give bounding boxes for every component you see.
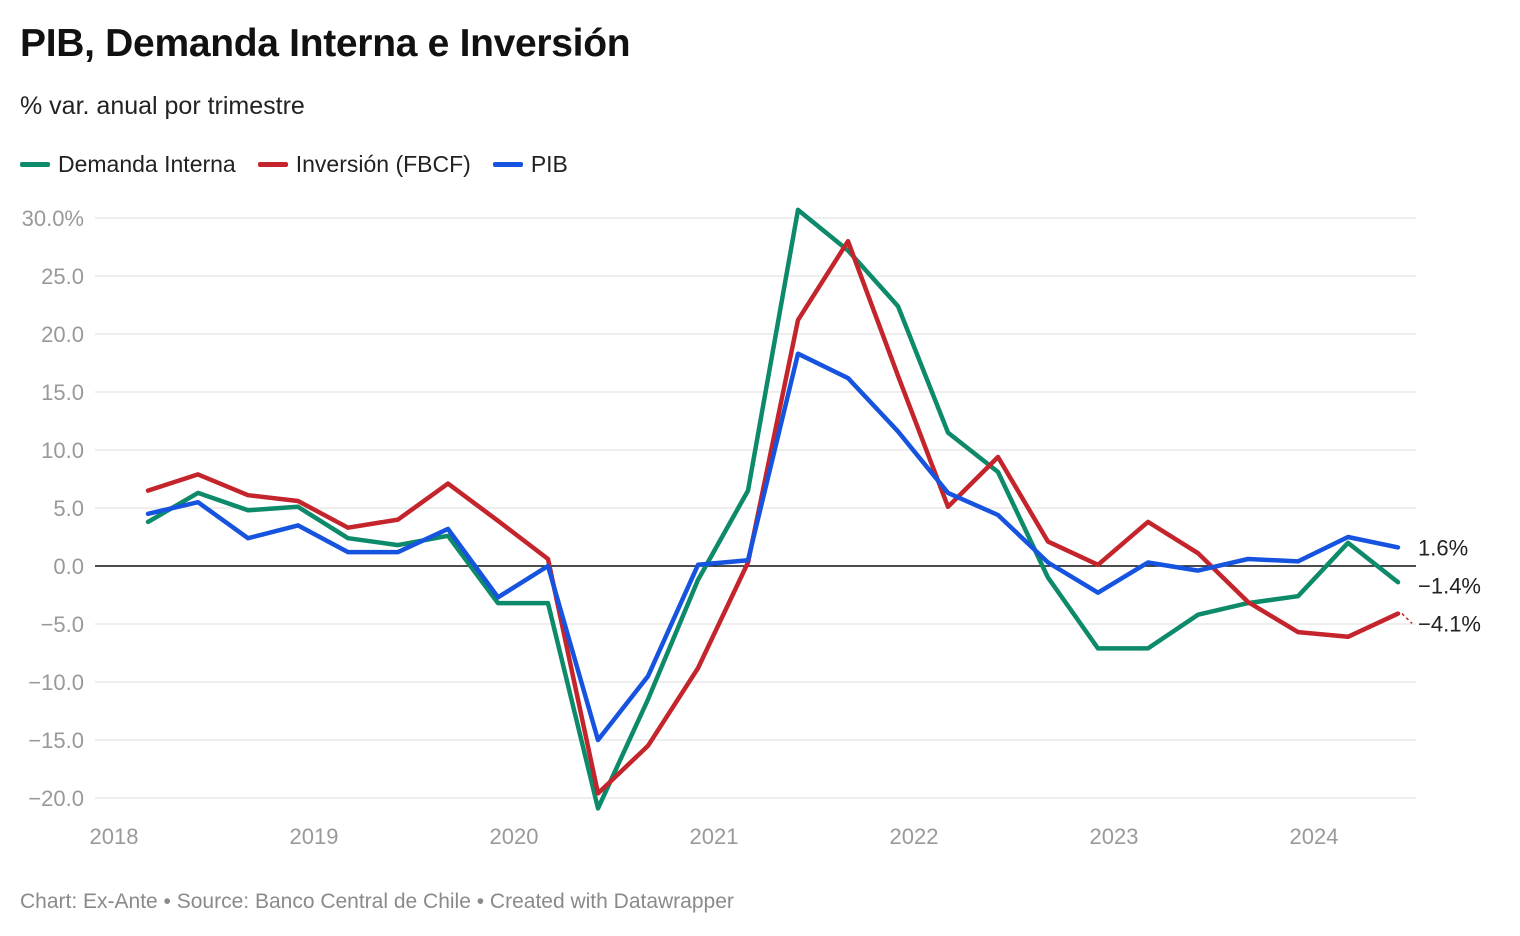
y-tick-label: 0.0	[53, 554, 84, 579]
x-tick-label: 2018	[90, 824, 139, 849]
end-label-demanda-interna: −1.4%	[1418, 573, 1481, 598]
end-label-inversion-fbcf: −4.1%	[1418, 611, 1481, 636]
y-tick-label: 10.0	[41, 438, 84, 463]
chart-subtitle: % var. anual por trimestre	[20, 92, 305, 120]
y-tick-label: −5.0	[41, 612, 84, 637]
legend-item-inversion[interactable]: Inversión (FBCF)	[257, 151, 471, 178]
legend-label-demanda-interna: Demanda Interna	[58, 151, 236, 177]
x-tick-label: 2022	[890, 824, 939, 849]
label-layer: 1.6% −1.4% −4.1%	[1401, 535, 1481, 636]
x-tick-label: 2021	[690, 824, 739, 849]
y-tick-label: −15.0	[28, 728, 84, 753]
legend-swatch-pib	[492, 162, 523, 167]
axis-layer: 30.0% 25.0 20.0 15.0 10.0 5.0 0.0 −5.0 −10.0 −15.…	[22, 206, 1339, 849]
chart-title: PIB, Demanda Interna e Inversión	[20, 22, 631, 65]
x-tick-label: 2020	[490, 824, 539, 849]
x-tick-label: 2023	[1090, 824, 1139, 849]
series-line-demanda-interna[interactable]	[145, 207, 1401, 811]
grid-layer	[95, 217, 1416, 799]
end-label-pib: 1.6%	[1418, 535, 1468, 560]
y-tick-label: 20.0	[41, 322, 84, 347]
chart-footer-credit: Chart: Ex-Ante • Source: Banco Central d…	[20, 890, 734, 913]
legend-swatch-inversion	[257, 162, 288, 167]
series-line-inversion-fbcf[interactable]	[145, 238, 1401, 796]
y-tick-label: 25.0	[41, 264, 84, 289]
legend-label-pib: PIB	[530, 151, 568, 177]
end-label-connector	[1401, 613, 1413, 624]
y-tick-label: 5.0	[53, 496, 84, 521]
y-tick-label: 30.0%	[22, 206, 84, 231]
legend: Demanda Interna Inversión (FBCF) PIB	[20, 151, 590, 178]
legend-swatch-demanda-interna	[20, 162, 50, 167]
y-tick-label: 15.0	[41, 380, 84, 405]
legend-item-pib[interactable]: PIB	[492, 151, 568, 178]
x-tick-label: 2019	[290, 824, 339, 849]
series-line-pib[interactable]	[145, 351, 1401, 743]
legend-label-inversion: Inversión (FBCF)	[295, 151, 471, 177]
x-tick-label: 2024	[1290, 824, 1339, 849]
y-tick-label: −10.0	[28, 670, 84, 695]
y-tick-label: −20.0	[28, 786, 84, 811]
legend-item-demanda-interna[interactable]: Demanda Interna	[20, 151, 236, 178]
series-layer	[145, 207, 1401, 811]
